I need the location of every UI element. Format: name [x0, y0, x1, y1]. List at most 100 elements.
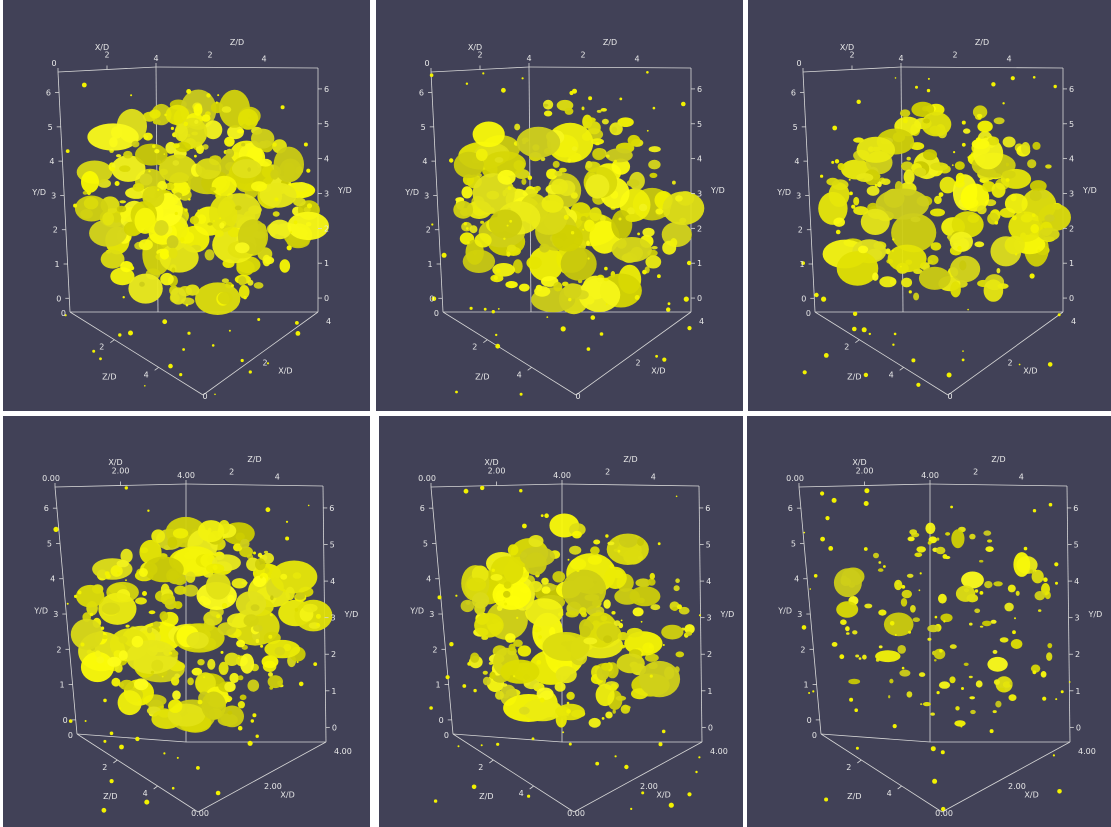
surface-blob — [912, 617, 920, 622]
surface-blob — [262, 552, 275, 564]
surface-speck — [687, 326, 692, 331]
surface-blob — [272, 211, 280, 217]
y-tick-label: 3 — [51, 191, 56, 200]
surface-speck — [1060, 690, 1064, 694]
y-tick-label: 2 — [432, 645, 437, 654]
surface-blob — [927, 637, 932, 641]
surface-speck — [568, 297, 572, 302]
surface-blob — [604, 566, 627, 589]
surface-speck — [618, 217, 622, 221]
surface-speck — [144, 385, 146, 387]
surface-blob — [920, 703, 923, 706]
surface-speck — [566, 701, 570, 705]
surface-speck — [1018, 363, 1021, 366]
surface-blob — [542, 632, 590, 661]
surface-blob — [631, 688, 648, 700]
surface-blob — [930, 162, 949, 171]
surface-speck — [493, 275, 498, 280]
surface-speck — [237, 725, 243, 731]
surface-blob — [875, 188, 930, 220]
surface-speck — [457, 745, 460, 748]
surface-blob — [81, 171, 99, 193]
surface-blob — [101, 602, 120, 615]
surface-speck — [820, 491, 825, 496]
box-edge — [798, 486, 822, 735]
surface-blob — [513, 639, 523, 647]
surface-speck — [661, 729, 666, 734]
y-tick-label: 0 — [697, 294, 702, 303]
surface-speck — [874, 183, 878, 187]
surface-speck — [675, 495, 678, 498]
surface-blob — [119, 679, 134, 691]
surface-speck — [445, 675, 450, 680]
surface-blob — [211, 175, 237, 197]
surface-blob — [138, 239, 153, 251]
y-tick-label: 3 — [331, 614, 336, 623]
surface-blob — [607, 541, 615, 546]
surface-speck — [1032, 76, 1036, 79]
surface-blob — [586, 240, 590, 246]
surface-blob — [160, 272, 174, 286]
surface-blob — [914, 552, 923, 558]
surface-blob — [505, 633, 516, 643]
surface-blob — [960, 183, 990, 212]
surface-speck — [185, 303, 189, 307]
surface-blob — [985, 546, 994, 552]
surface-speck — [266, 362, 270, 365]
x-tick-label: 4.00 — [710, 747, 728, 756]
box-edge — [185, 483, 324, 487]
surface-blob — [848, 678, 861, 685]
surface-blob — [536, 687, 554, 700]
surface-blob — [87, 123, 139, 151]
y-tick-label: 5 — [47, 539, 52, 548]
surface-blob — [1032, 141, 1041, 150]
surface-blob — [878, 561, 882, 564]
surface-speck — [188, 198, 191, 201]
surface-speck — [531, 737, 535, 741]
surface-blob — [197, 520, 225, 543]
surface-speck — [290, 231, 292, 234]
surface-blob — [1004, 602, 1014, 612]
y-tick-label: 3 — [429, 610, 434, 619]
surface-blob — [627, 207, 635, 216]
surface-speck — [148, 170, 151, 173]
surface-speck — [814, 292, 819, 298]
surface-blob — [560, 247, 597, 281]
surface-blob — [251, 181, 267, 192]
surface-blob — [939, 176, 956, 194]
y-tick-label: 4 — [1074, 577, 1079, 586]
surface-speck — [1014, 253, 1018, 256]
surface-speck — [1005, 178, 1010, 182]
surface-blob — [685, 631, 693, 636]
surface-blob — [907, 536, 915, 542]
surface-speck — [307, 504, 310, 507]
surface-blob — [584, 219, 595, 232]
surface-blob — [263, 550, 269, 554]
surface-speck — [100, 626, 105, 630]
surface-blob — [216, 544, 224, 550]
x-axis-title-bottom: X/D — [656, 791, 670, 800]
surface-blob — [899, 109, 911, 117]
surface-blob — [522, 698, 563, 722]
surface-blob — [472, 592, 490, 609]
surface-blob — [263, 256, 275, 265]
surface-blob — [588, 717, 601, 728]
surface-speck — [642, 269, 647, 275]
surface-speck — [624, 764, 629, 770]
surface-speck — [285, 536, 290, 541]
surface-blob — [906, 573, 914, 578]
surface-speck — [961, 358, 965, 362]
box-edge — [802, 71, 816, 313]
surface-blob — [204, 120, 223, 140]
surface-blob — [455, 197, 465, 203]
surface-blob — [603, 277, 609, 282]
z-tick-label: 2 — [478, 763, 483, 772]
surface-speck — [183, 121, 189, 127]
box-edge — [1066, 485, 1071, 743]
surface-speck — [1057, 313, 1061, 317]
surface-blob — [553, 281, 563, 292]
surface-speck — [911, 358, 916, 363]
surface-blob — [528, 246, 564, 282]
y-tick-label: 4 — [794, 157, 799, 166]
surface-blob — [983, 530, 992, 536]
